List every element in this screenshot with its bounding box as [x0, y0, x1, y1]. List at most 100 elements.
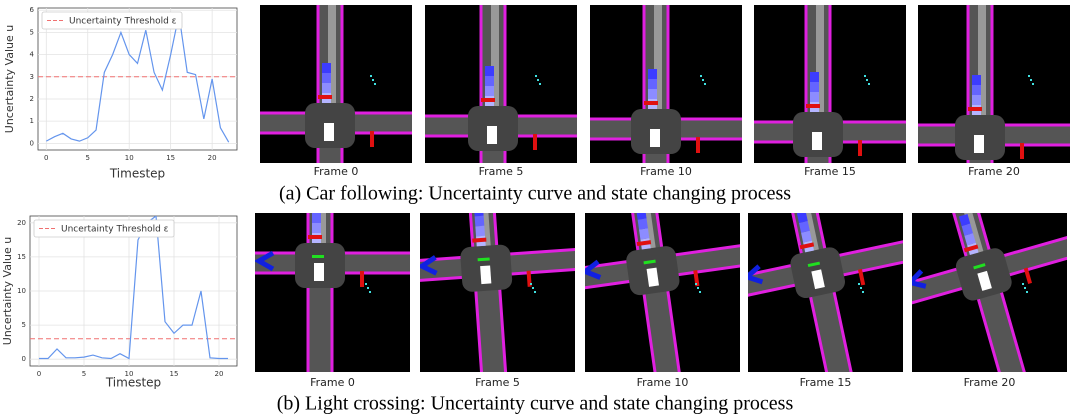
road-lane — [328, 5, 336, 123]
x-tick-label: 20 — [215, 370, 224, 378]
chevron — [420, 255, 438, 276]
y-axis-label: Uncertainty Value u — [3, 25, 16, 133]
y-tick-label: 0 — [30, 139, 34, 147]
x-tick-label: 15 — [170, 370, 179, 378]
frame-image — [918, 5, 1070, 163]
y-tick-label: 20 — [17, 219, 26, 227]
car — [485, 66, 494, 76]
frame-label: Frame 15 — [800, 376, 852, 389]
x-tick-label: 10 — [125, 154, 134, 162]
frame-label: Frame 5 — [475, 376, 520, 389]
car — [964, 233, 976, 246]
car — [475, 225, 486, 237]
frame-label: Frame 0 — [314, 165, 359, 178]
pedestrian — [1028, 75, 1030, 77]
pedestrian — [537, 79, 539, 81]
pedestrian — [532, 287, 534, 289]
car — [636, 213, 647, 220]
pedestrian — [365, 283, 367, 285]
x-axis-label: Timestep — [109, 167, 165, 181]
car — [322, 83, 331, 93]
pedestrian — [372, 79, 374, 81]
light — [968, 107, 982, 111]
light — [1023, 267, 1033, 285]
pedestrian — [1030, 79, 1032, 81]
ego-car — [646, 267, 659, 287]
car — [798, 221, 810, 233]
pedestrian — [862, 291, 864, 293]
car — [801, 230, 812, 243]
pedestrian — [539, 83, 541, 85]
scene — [260, 5, 412, 163]
legend-box — [33, 219, 175, 238]
green-light — [643, 259, 656, 265]
x-axis-label: Timestep — [105, 376, 161, 390]
light — [693, 269, 700, 287]
pedestrian — [702, 79, 704, 81]
pedestrian — [369, 291, 371, 293]
x-tick-label: 10 — [125, 370, 134, 378]
car — [796, 213, 808, 223]
chevron — [748, 264, 764, 285]
ego-car — [324, 123, 334, 141]
light — [806, 104, 820, 108]
pedestrian — [370, 75, 372, 77]
ego-car — [480, 265, 492, 285]
plot-frame — [37, 7, 238, 151]
frame-label: Frame 15 — [804, 165, 856, 178]
pedestrian — [858, 283, 860, 285]
x-tick-label: 15 — [166, 154, 175, 162]
frame-image — [590, 5, 742, 163]
car — [639, 228, 650, 240]
light — [533, 134, 537, 150]
ego-car — [314, 263, 324, 281]
road-lane — [478, 213, 493, 266]
frame-image — [260, 5, 412, 163]
road-lane — [491, 5, 499, 126]
y-tick-label: 5 — [30, 28, 34, 36]
pedestrian — [1024, 287, 1026, 289]
x-tick-label: 0 — [37, 370, 41, 378]
green-light — [807, 261, 821, 268]
caption: (a) Car following: Uncertainty curve and… — [279, 183, 791, 205]
car — [312, 213, 321, 223]
car — [322, 73, 331, 83]
caption: (b) Light crossing: Uncertainty curve an… — [277, 393, 794, 415]
pedestrian — [695, 283, 697, 285]
road-lane — [654, 5, 662, 129]
car — [485, 86, 494, 96]
ego-car — [650, 129, 660, 147]
chevron — [255, 250, 275, 272]
pedestrian — [860, 287, 862, 289]
y-tick-label: 2 — [30, 95, 34, 103]
pedestrian — [864, 75, 866, 77]
legend-label: Uncertainty Threshold ε — [69, 17, 177, 27]
light — [857, 268, 866, 286]
pedestrian — [530, 283, 532, 285]
frame-image — [425, 5, 577, 163]
scene — [255, 213, 410, 372]
frame-image — [585, 213, 740, 372]
y-tick-label: 6 — [30, 6, 35, 14]
y-tick-label: 0 — [22, 355, 26, 363]
scene — [590, 5, 742, 163]
chevron — [585, 259, 602, 280]
y-axis-label: Uncertainty Value u — [1, 237, 14, 345]
car — [810, 72, 819, 82]
frame-label: Frame 10 — [640, 165, 692, 178]
pedestrian — [367, 287, 369, 289]
legend-label: Uncertainty Threshold ε — [61, 225, 169, 235]
x-tick-label: 5 — [86, 154, 90, 162]
ego-car — [487, 126, 497, 144]
scene — [912, 213, 1067, 372]
uncertainty-line — [39, 216, 228, 360]
car — [312, 223, 321, 233]
car — [322, 63, 331, 73]
scene — [420, 213, 575, 372]
frame-image — [420, 213, 575, 372]
car — [958, 214, 971, 227]
x-tick-label: 20 — [208, 154, 217, 162]
frame-label: Frame 0 — [310, 376, 355, 389]
light — [644, 101, 658, 105]
